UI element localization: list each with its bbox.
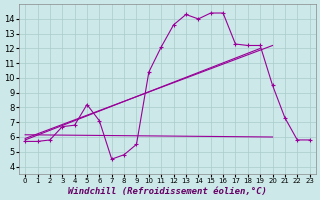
X-axis label: Windchill (Refroidissement éolien,°C): Windchill (Refroidissement éolien,°C) [68,187,267,196]
